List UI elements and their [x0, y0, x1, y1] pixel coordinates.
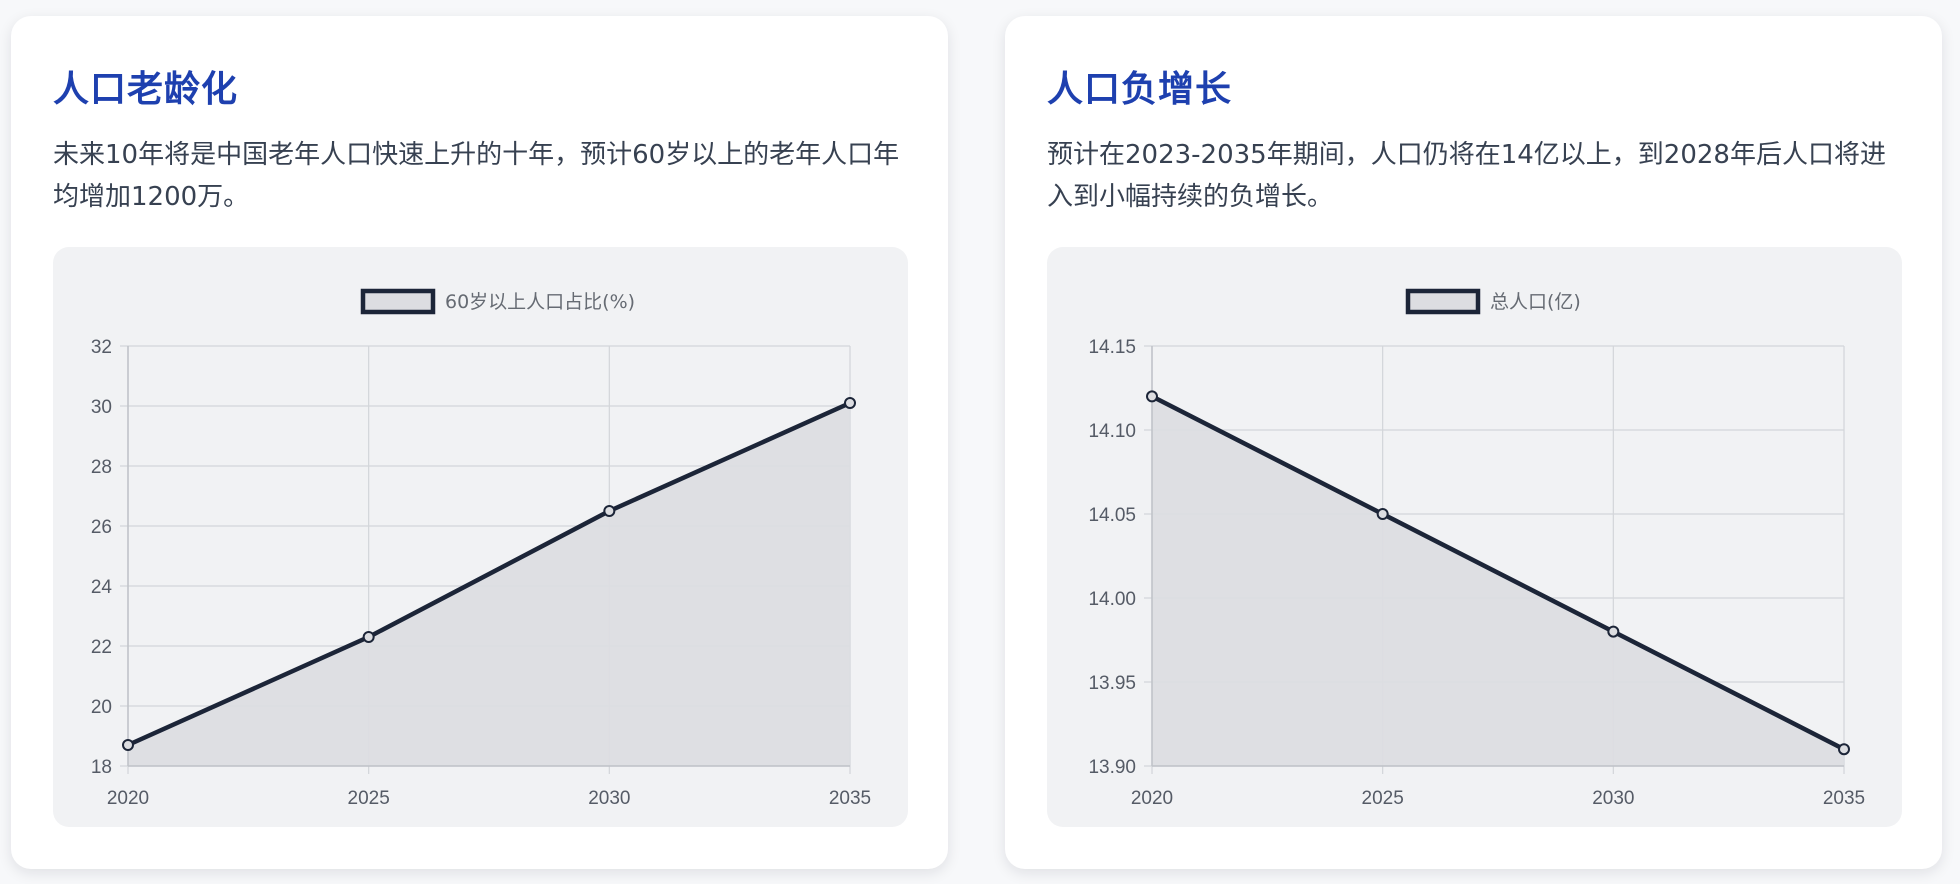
y-tick-label: 14.05	[1088, 505, 1136, 526]
data-point	[1607, 625, 1620, 638]
card-title: 人口负增长	[1047, 68, 1233, 110]
legend-swatch	[1405, 288, 1481, 315]
data-point	[1376, 508, 1389, 520]
x-tick-label: 2025	[348, 788, 390, 809]
legend-swatch	[360, 288, 436, 315]
aging-card: 人口老龄化 未来10年将是中国老年人口快速上升的十年，预计60岁以上的老年人口年…	[11, 16, 948, 869]
card-description: 预计在2023-2035年期间，人口仍将在14亿以上，到2028年后人口将进入到…	[1047, 140, 1886, 212]
y-tick-label: 32	[91, 337, 112, 358]
data-point	[844, 397, 856, 409]
y-tick-label: 18	[91, 757, 112, 778]
x-tick-label: 2020	[107, 788, 149, 809]
y-tick-label: 14.00	[1088, 589, 1136, 610]
x-tick-label: 2035	[829, 788, 871, 809]
legend-label: 总人口(亿)	[1490, 291, 1581, 313]
population-card: 人口负增长 预计在2023-2035年期间，人口仍将在14亿以上，到2028年后…	[1005, 16, 1942, 869]
y-tick-label: 13.90	[1088, 757, 1136, 778]
x-tick-label: 2030	[1592, 788, 1634, 809]
series-line	[125, 400, 853, 748]
y-tick-label: 13.95	[1088, 673, 1136, 694]
data-point	[122, 739, 134, 751]
x-tick-label: 2020	[1131, 788, 1173, 809]
data-point	[1838, 743, 1850, 756]
y-tick-label: 28	[91, 457, 112, 478]
y-tick-label: 24	[91, 577, 113, 598]
x-tick-label: 2035	[1823, 788, 1865, 809]
population-chart: 14.15 14.10 14.05 14.00 13.95 13.90 2020 2025 20…	[1088, 288, 1865, 809]
data-point	[1146, 390, 1158, 403]
card-description: 未来10年将是中国老年人口快速上升的十年，预计60岁以上的老年人口年均增加120…	[53, 140, 900, 212]
series-line	[1149, 394, 1847, 752]
y-tick-label: 20	[91, 697, 112, 718]
y-tick-label: 14.10	[1088, 421, 1136, 442]
y-tick-label: 26	[91, 517, 112, 538]
series-area	[128, 403, 850, 766]
aging-chart-panel: 32 30 28 26 24 22 20 18 2020 2025 2030 2035 60岁以上人口占…	[53, 247, 908, 827]
x-tick-label: 2025	[1362, 788, 1404, 809]
card-title: 人口老龄化	[53, 68, 239, 110]
y-tick-label: 22	[91, 637, 112, 658]
population-chart-panel: 14.15 14.10 14.05 14.00 13.95 13.90 2020 2025 20…	[1047, 247, 1902, 827]
legend-label: 60岁以上人口占比(%)	[445, 291, 635, 313]
y-tick-label: 30	[91, 397, 112, 418]
x-tick-label: 2030	[588, 788, 630, 809]
data-point	[362, 631, 375, 643]
y-tick-label: 14.15	[1088, 337, 1136, 358]
data-point	[603, 505, 616, 517]
aging-chart: 32 30 28 26 24 22 20 18 2020 2025 2030 2035 60岁以上人口占…	[91, 288, 871, 809]
series-area	[1152, 396, 1844, 766]
